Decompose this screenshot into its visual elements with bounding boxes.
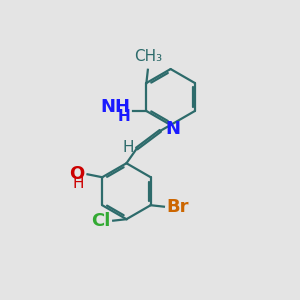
Text: CH₃: CH₃ (134, 49, 162, 64)
Text: Cl: Cl (91, 212, 110, 230)
Text: O: O (69, 165, 84, 183)
Text: H: H (123, 140, 134, 154)
Text: H: H (73, 176, 84, 191)
Text: Br: Br (167, 198, 189, 216)
Text: H: H (117, 110, 130, 124)
Text: NH: NH (100, 98, 130, 116)
Text: N: N (166, 119, 181, 137)
